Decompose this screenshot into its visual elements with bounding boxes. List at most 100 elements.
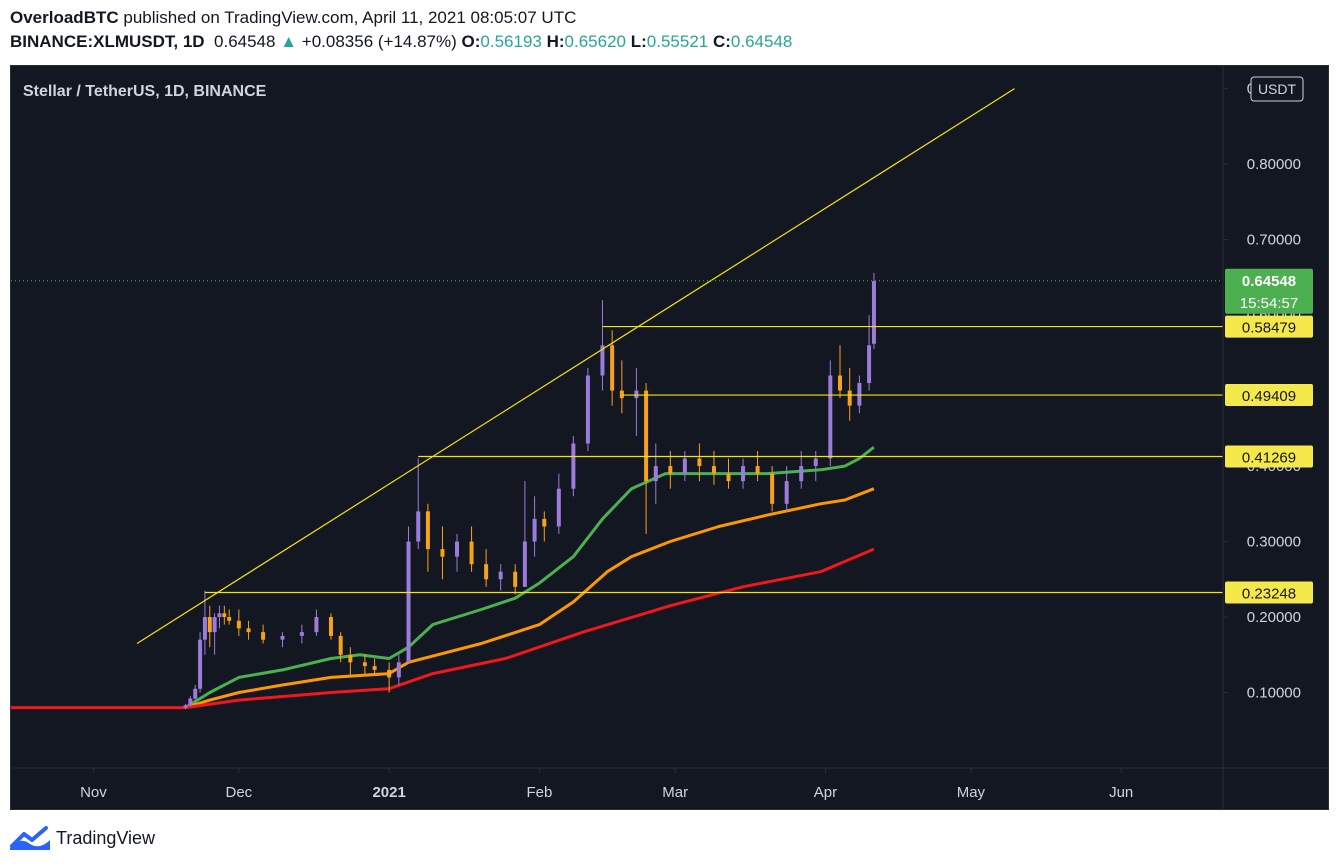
candle-body (406, 541, 411, 663)
candle (183, 703, 188, 710)
candle-body (682, 458, 687, 474)
candle (741, 458, 746, 489)
x-tick-label: Jun (1109, 784, 1133, 801)
level-price-label: 0.49409 (1242, 388, 1296, 405)
publish-line: OverloadBTC published on TradingView.com… (10, 6, 1329, 30)
low-label: L: (630, 32, 647, 51)
candle (425, 503, 430, 572)
candle (193, 684, 198, 701)
moving-average-line-1 (184, 446, 875, 709)
candle-body (847, 390, 852, 406)
currency-badge[interactable] (1250, 76, 1304, 102)
candle-body (372, 666, 377, 670)
candle-body (362, 662, 367, 667)
tradingview-logo-icon[interactable] (10, 826, 50, 850)
candle-body (653, 466, 658, 482)
candle (697, 443, 702, 482)
candle-body (455, 541, 460, 557)
candle-body (416, 511, 421, 542)
candle (813, 450, 818, 482)
candle (498, 564, 503, 591)
candle-body (813, 458, 818, 467)
candle-body (784, 481, 789, 504)
candle (314, 609, 319, 636)
candle (387, 662, 392, 693)
candle (207, 605, 212, 648)
moving-average-line-3 (11, 547, 875, 710)
candle (871, 272, 876, 350)
candle (755, 450, 760, 482)
candle-body (498, 571, 503, 580)
high-value: 0.65620 (564, 32, 626, 51)
candle-body (387, 669, 392, 678)
candle-body (338, 635, 343, 655)
candle-body (484, 564, 489, 580)
trendline[interactable] (136, 88, 1015, 644)
candle-body (770, 473, 775, 504)
candle-body (202, 617, 207, 640)
level-price-label: 0.58479 (1242, 320, 1296, 337)
candle-body (207, 617, 212, 633)
author-name[interactable]: OverloadBTC (10, 8, 119, 27)
price-chart[interactable]: 0.100000.200000.300000.400000.500000.600… (11, 66, 1328, 809)
x-tick-label: Feb (527, 784, 553, 801)
bar-countdown-label: 15:54:57 (1240, 295, 1298, 312)
candle (372, 658, 377, 674)
candle-body (644, 390, 649, 482)
candle-body (193, 688, 198, 699)
candle (416, 458, 421, 550)
candle (784, 466, 789, 512)
candle (328, 613, 333, 640)
tradingview-brand[interactable]: TradingView (56, 827, 156, 848)
x-tick-label: Mar (662, 784, 688, 801)
candle (198, 632, 203, 693)
candle-body (299, 632, 304, 636)
candle-body (328, 617, 333, 636)
symbol-label[interactable]: BINANCE:XLMUSDT, 1D (10, 32, 205, 51)
candle (202, 590, 207, 655)
candle-body (867, 345, 872, 384)
candle (847, 367, 852, 421)
close-value: 0.64548 (730, 32, 793, 51)
candle-body (668, 466, 673, 474)
candle (217, 605, 222, 629)
chart-header: OverloadBTC published on TradingView.com… (10, 6, 1329, 54)
published-text: published on TradingView.com, April 11, … (118, 8, 577, 27)
x-tick-label: 2021 (372, 784, 405, 801)
high-label: H: (546, 32, 565, 51)
chart-title: Stellar / TetherUS, 1D, BINANCE (23, 83, 267, 100)
candle (280, 632, 285, 648)
candle-body (217, 613, 222, 618)
candle (867, 315, 872, 391)
candle-body (571, 443, 576, 489)
candle (838, 345, 843, 399)
up-arrow-icon: ▲ (280, 32, 298, 51)
chart-panel[interactable]: 0.100000.200000.300000.400000.500000.600… (10, 65, 1329, 810)
candle (532, 496, 537, 557)
candle (484, 549, 489, 587)
candle-body (838, 375, 843, 391)
y-tick-label: 0.70000 (1247, 232, 1301, 249)
candle-body (425, 511, 430, 550)
candle-body (697, 458, 702, 467)
candle (299, 624, 304, 644)
candle-body (236, 620, 241, 629)
candle (799, 450, 804, 489)
currency-badge-label: USDT (1258, 81, 1297, 97)
candle-body (871, 281, 876, 344)
candle-body (619, 390, 624, 399)
candle-body (542, 518, 547, 527)
last-price-label-bg (1225, 268, 1313, 314)
candle (455, 534, 460, 572)
candle (348, 647, 353, 678)
y-tick-label: 0.30000 (1247, 534, 1301, 551)
candle-body (513, 571, 518, 587)
candle (212, 613, 217, 655)
candle (261, 624, 266, 644)
last-price: 0.64548 (214, 32, 276, 51)
low-value: 0.55521 (646, 32, 709, 51)
candle-body (440, 549, 445, 557)
candle-body (532, 518, 537, 542)
candle-body (522, 541, 527, 587)
candle-body (469, 541, 474, 565)
